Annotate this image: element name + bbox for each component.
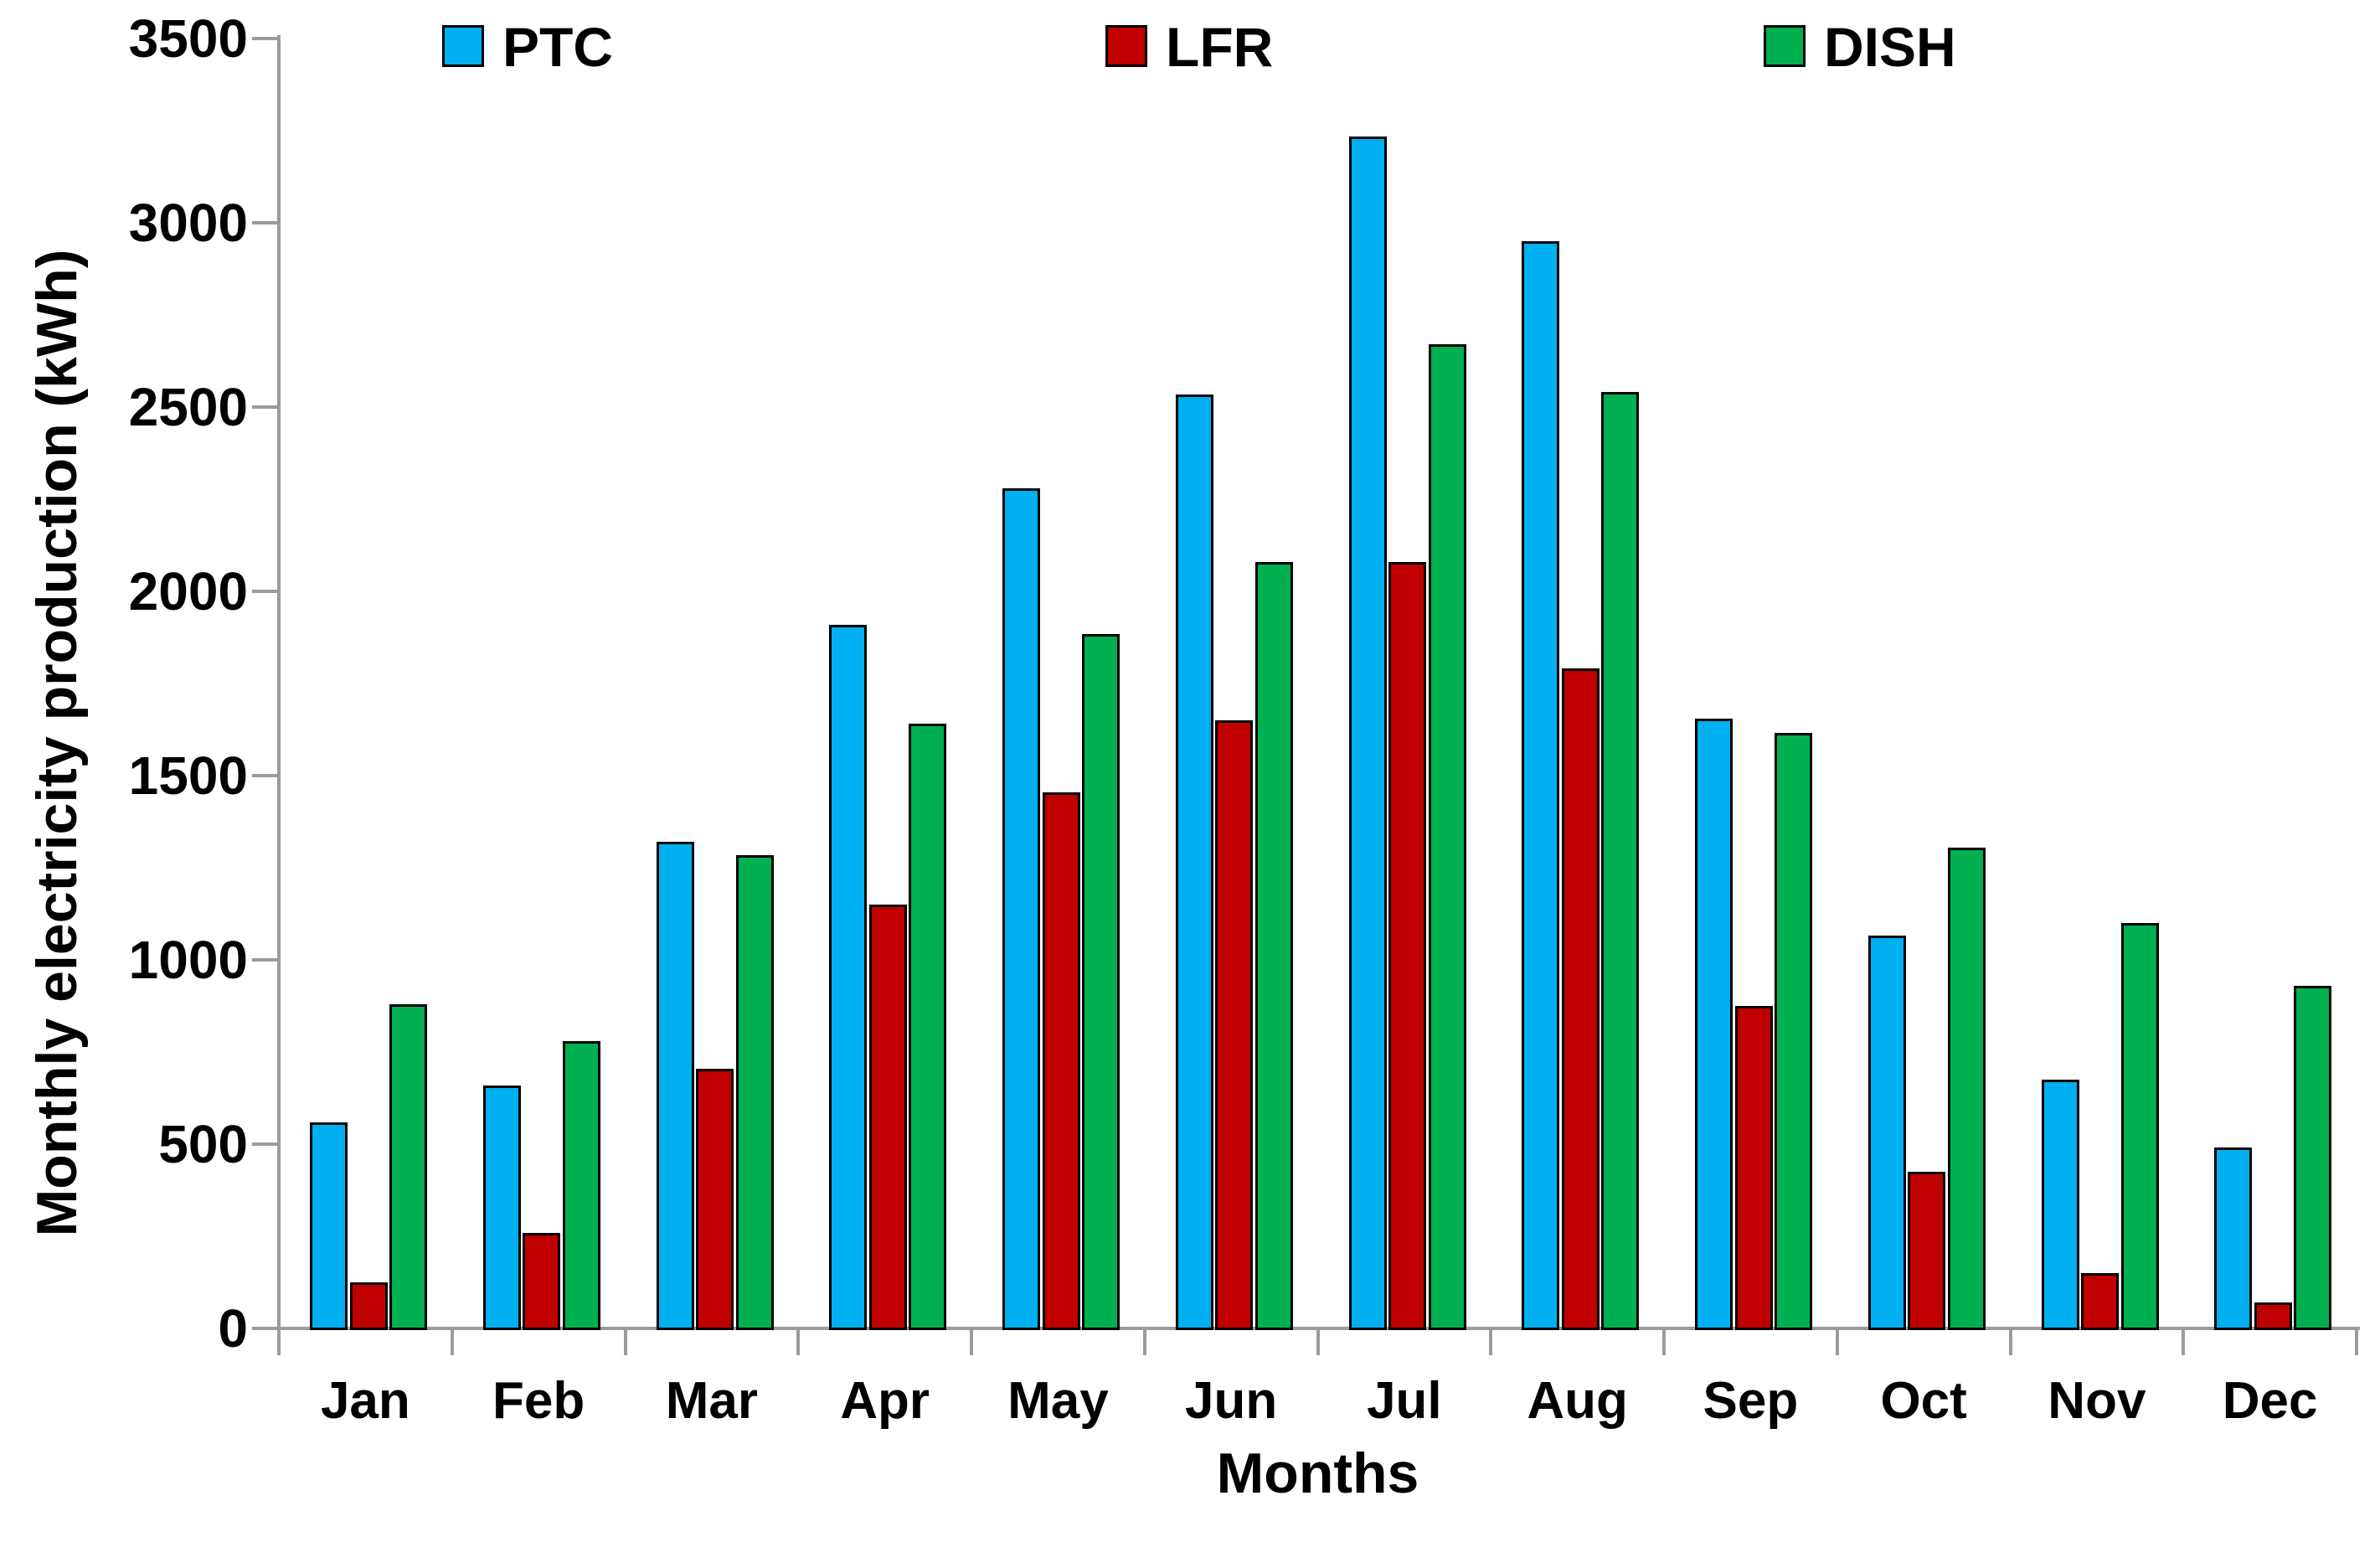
- bar-nov-lfr: [2081, 1273, 2119, 1330]
- x-tick-label-aug: Aug: [1527, 1372, 1628, 1430]
- bar-sep-dish: [1775, 733, 1812, 1330]
- bar-jun-ptc: [1176, 395, 1213, 1330]
- x-tick-label-mar: Mar: [665, 1372, 758, 1430]
- bar-jul-lfr: [1388, 562, 1426, 1330]
- bar-jun-dish: [1255, 562, 1293, 1330]
- bar-jan-dish: [389, 1004, 427, 1330]
- x-tick-mark: [1835, 1328, 1839, 1355]
- bar-aug-dish: [1601, 392, 1639, 1330]
- x-tick-mark: [623, 1328, 627, 1355]
- bar-dec-lfr: [2254, 1302, 2292, 1330]
- lfr-legend-swatch: [1105, 25, 1147, 67]
- y-tick-label: 1000: [128, 930, 248, 990]
- y-tick-mark: [252, 1142, 277, 1146]
- ptc-legend-swatch: [442, 25, 484, 67]
- bar-jan-ptc: [310, 1122, 348, 1330]
- bar-aug-ptc: [1522, 241, 1559, 1330]
- x-tick-label-sep: Sep: [1703, 1372, 1799, 1430]
- bar-oct-lfr: [1908, 1172, 1945, 1330]
- y-tick-label: 0: [218, 1298, 248, 1359]
- y-tick-label: 3500: [128, 8, 248, 69]
- dish-legend-swatch: [1764, 25, 1806, 67]
- y-tick-mark: [252, 221, 277, 224]
- y-tick-label: 1500: [128, 745, 248, 806]
- bar-oct-dish: [1948, 848, 1986, 1330]
- bar-feb-lfr: [523, 1233, 560, 1330]
- bar-apr-dish: [909, 724, 946, 1330]
- x-tick-label-dec: Dec: [2222, 1372, 2318, 1430]
- y-tick-label: 2500: [128, 377, 248, 437]
- x-tick-mark: [1142, 1328, 1146, 1355]
- bar-mar-dish: [736, 855, 774, 1330]
- x-tick-label-nov: Nov: [2048, 1372, 2146, 1430]
- y-tick-mark: [252, 1327, 277, 1330]
- bar-jan-lfr: [350, 1282, 388, 1330]
- y-axis-line: [277, 35, 281, 1349]
- x-tick-mark: [2008, 1328, 2012, 1355]
- bar-dec-dish: [2294, 986, 2331, 1330]
- x-axis-title: Months: [1216, 1441, 1419, 1505]
- bar-feb-ptc: [483, 1086, 521, 1330]
- legend-item-ptc: PTC: [442, 16, 777, 78]
- legend-item-dish: DISH: [1764, 16, 2099, 78]
- x-tick-mark: [796, 1328, 801, 1355]
- x-tick-mark: [450, 1328, 454, 1355]
- bar-sep-ptc: [1695, 719, 1733, 1330]
- bar-dec-ptc: [2214, 1147, 2252, 1330]
- y-tick-mark: [252, 405, 277, 409]
- y-tick-label: 500: [158, 1114, 248, 1174]
- bar-feb-dish: [563, 1041, 600, 1330]
- bar-may-ptc: [1002, 488, 1040, 1330]
- x-tick-label-jan: Jan: [320, 1372, 410, 1430]
- x-tick-label-feb: Feb: [492, 1372, 585, 1430]
- y-tick-mark: [252, 958, 277, 962]
- x-tick-label-jul: Jul: [1367, 1372, 1442, 1430]
- bar-mar-lfr: [696, 1069, 734, 1330]
- bar-may-dish: [1082, 634, 1120, 1330]
- y-tick-mark: [252, 590, 277, 593]
- x-tick-mark: [970, 1328, 973, 1355]
- x-tick-mark: [1662, 1328, 1666, 1355]
- lfr-legend-label: LFR: [1166, 16, 1274, 78]
- x-tick-mark: [2355, 1328, 2358, 1355]
- bar-nov-dish: [2121, 923, 2159, 1330]
- x-tick-mark: [277, 1328, 281, 1355]
- bar-jul-dish: [1429, 344, 1466, 1330]
- x-tick-label-may: May: [1007, 1372, 1109, 1430]
- y-tick-mark: [252, 774, 277, 777]
- ptc-legend-label: PTC: [502, 16, 613, 78]
- x-tick-mark: [1489, 1328, 1493, 1355]
- y-tick-mark: [252, 37, 277, 40]
- bar-jun-lfr: [1215, 720, 1253, 1330]
- x-tick-label-apr: Apr: [840, 1372, 930, 1430]
- bar-aug-lfr: [1562, 668, 1600, 1330]
- y-tick-label: 2000: [128, 561, 248, 621]
- x-tick-mark: [1316, 1328, 1320, 1355]
- bar-apr-lfr: [869, 905, 907, 1330]
- bar-may-lfr: [1043, 792, 1080, 1330]
- legend-item-lfr: LFR: [1105, 16, 1440, 78]
- bar-jul-ptc: [1349, 137, 1387, 1330]
- x-tick-mark: [2182, 1328, 2186, 1355]
- bar-sep-lfr: [1735, 1006, 1773, 1330]
- bar-apr-ptc: [829, 625, 867, 1330]
- x-tick-label-oct: Oct: [1880, 1372, 1967, 1430]
- y-tick-label: 3000: [128, 193, 248, 253]
- bar-nov-ptc: [2042, 1080, 2079, 1330]
- bar-oct-ptc: [1868, 936, 1906, 1330]
- bar-mar-ptc: [657, 842, 694, 1330]
- x-tick-label-jun: Jun: [1185, 1372, 1278, 1430]
- dish-legend-label: DISH: [1824, 16, 1956, 78]
